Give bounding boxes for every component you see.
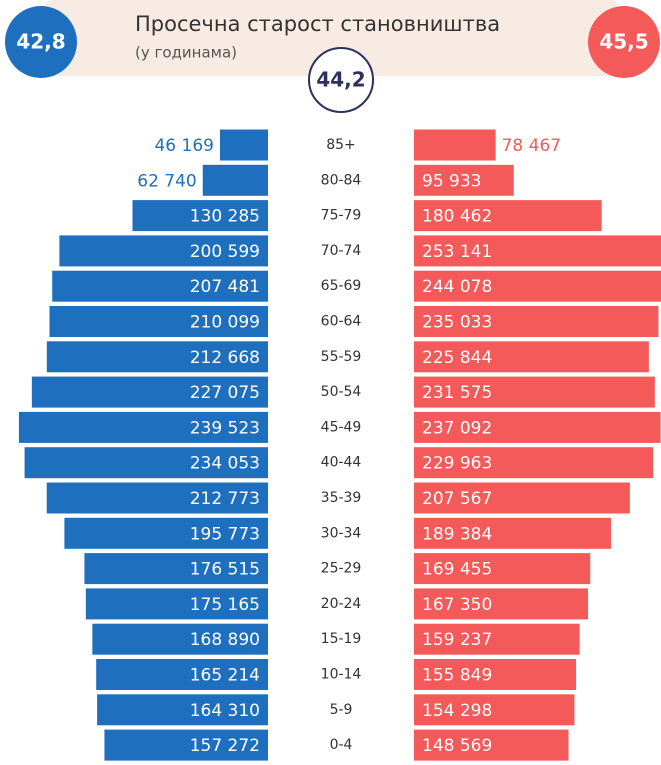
chart-title: Просечна старост становништва	[135, 12, 500, 36]
value-label: 180 462	[422, 207, 492, 227]
value-label: 212 773	[190, 489, 260, 509]
value-label: 231 575	[422, 383, 492, 403]
value-label: 95 933	[422, 171, 481, 191]
age-group-label: 70-74	[321, 243, 362, 259]
value-label: 253 141	[422, 242, 492, 262]
age-group-label: 15-19	[321, 631, 362, 647]
age-group-label: 75-79	[321, 208, 362, 224]
age-group-label: 40-44	[321, 455, 362, 471]
age-group-label: 60-64	[321, 314, 362, 330]
value-label: 169 455	[422, 560, 492, 580]
value-label: 229 963	[422, 454, 492, 474]
value-label: 189 384	[422, 524, 492, 544]
value-label: 210 099	[190, 313, 260, 333]
male-bar	[220, 130, 268, 161]
value-label: 159 237	[422, 630, 492, 650]
value-label: 154 298	[422, 701, 492, 721]
value-label: 207 481	[190, 277, 260, 297]
value-label: 212 668	[190, 348, 260, 368]
value-label: 165 214	[190, 666, 260, 686]
value-label: 234 053	[190, 454, 260, 474]
age-group-label: 25-29	[321, 561, 362, 577]
female-average: 45,5	[599, 30, 648, 54]
age-group-label: 20-24	[321, 596, 362, 612]
value-label: 195 773	[190, 524, 260, 544]
male-average: 42,8	[16, 30, 65, 54]
age-group-label: 80-84	[321, 172, 362, 188]
female-bar	[414, 130, 496, 161]
value-label: 167 350	[422, 595, 492, 615]
value-label: 207 567	[422, 489, 492, 509]
value-label: 244 078	[422, 277, 492, 297]
value-label: 62 740	[137, 171, 196, 191]
total-average: 44,2	[316, 68, 365, 92]
value-label: 227 075	[190, 383, 260, 403]
value-label: 130 285	[190, 207, 260, 227]
value-label: 164 310	[190, 701, 260, 721]
age-group-label: 55-59	[321, 349, 362, 365]
age-group-label: 0-4	[330, 737, 353, 753]
value-label: 225 844	[422, 348, 492, 368]
value-label: 235 033	[422, 313, 492, 333]
chart: Просечна старост становништва (у годинам…	[0, 0, 661, 761]
age-group-label: 35-39	[321, 490, 362, 506]
age-group-label: 30-34	[321, 525, 362, 541]
value-label: 237 092	[422, 418, 492, 438]
value-label: 157 272	[190, 736, 260, 756]
value-label: 239 523	[190, 418, 260, 438]
value-label: 175 165	[190, 595, 260, 615]
chart-subtitle: (у годинама)	[135, 44, 237, 62]
value-label: 168 890	[190, 630, 260, 650]
age-group-label: 65-69	[321, 278, 362, 294]
value-label: 78 467	[502, 136, 561, 156]
age-group-label: 10-14	[321, 667, 362, 683]
value-label: 176 515	[190, 560, 260, 580]
value-label: 148 569	[422, 736, 492, 756]
value-label: 200 599	[190, 242, 260, 262]
age-group-label: 50-54	[321, 384, 362, 400]
value-label: 46 169	[154, 136, 213, 156]
age-group-label: 85+	[326, 137, 356, 153]
value-label: 155 849	[422, 666, 492, 686]
age-group-label: 45-49	[321, 419, 362, 435]
age-group-label: 5-9	[330, 702, 353, 718]
male-bar	[203, 165, 268, 196]
